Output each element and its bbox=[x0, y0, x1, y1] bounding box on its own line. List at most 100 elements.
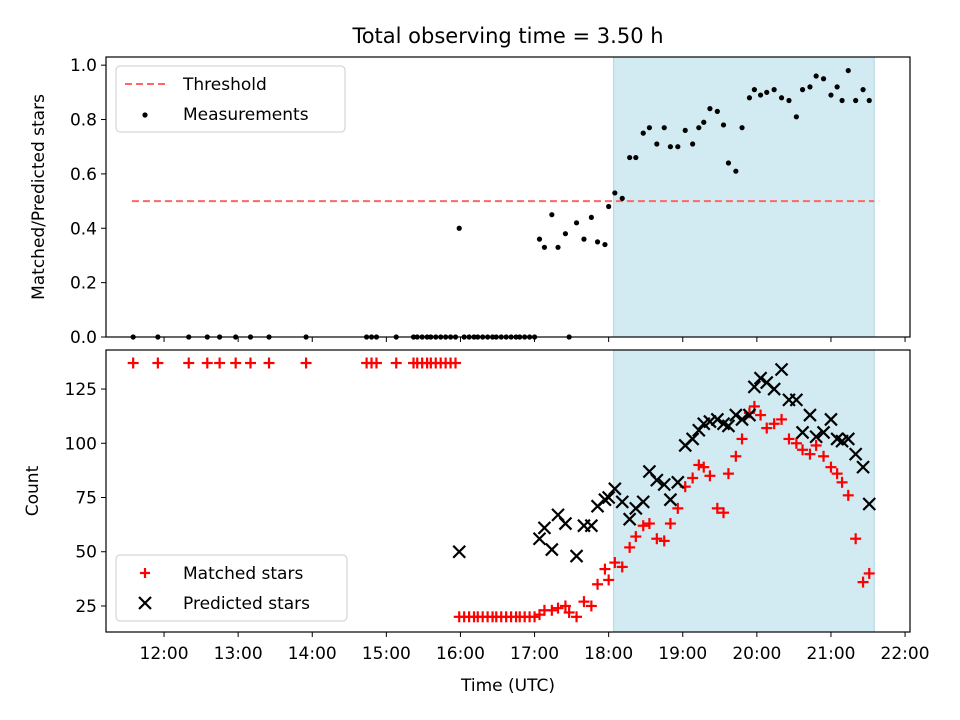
predicted-star-point bbox=[753, 371, 768, 385]
bottom-xlabel: Time (UTC) bbox=[460, 676, 555, 696]
measurement-point bbox=[682, 127, 688, 133]
measurement-point bbox=[646, 125, 653, 131]
measurement-point bbox=[612, 190, 618, 196]
predicted-star-point bbox=[685, 432, 700, 446]
measurements-legend-label: Measurements bbox=[183, 105, 309, 125]
matched-legend-label: Matched stars bbox=[183, 564, 303, 584]
figure-title: Total observing time = 3.50 h bbox=[351, 24, 663, 48]
top-ytick-label: 1.0 bbox=[70, 56, 97, 76]
measurement-point bbox=[799, 87, 806, 93]
bottom-ytick-label: 125 bbox=[65, 380, 97, 400]
predicted-star-point bbox=[650, 473, 664, 487]
measurement-point bbox=[764, 89, 770, 95]
bottom-legend-box bbox=[115, 554, 348, 622]
matched-star-point bbox=[842, 489, 854, 501]
matched-star-point bbox=[643, 518, 655, 530]
bottom-panel: 25 50 75 100 125 12:00 13:00 14:00 15:00 16:00 17:… bbox=[23, 349, 930, 696]
measurement-point bbox=[619, 195, 625, 201]
matched-star-point bbox=[698, 461, 710, 473]
matched-star-point bbox=[687, 472, 699, 484]
measurement-point bbox=[701, 119, 707, 125]
predicted-star-point bbox=[747, 380, 762, 394]
matched-star-point bbox=[863, 567, 875, 579]
measurement-point bbox=[733, 168, 739, 174]
matched-star-point bbox=[810, 439, 822, 451]
measurement-point bbox=[536, 236, 543, 242]
matched-star-point bbox=[214, 357, 226, 369]
matched-star-point bbox=[183, 357, 195, 369]
matched-star-point bbox=[768, 418, 780, 430]
predicted-star-point bbox=[601, 490, 616, 505]
bottom-ylabel: Count bbox=[23, 465, 43, 516]
measurement-point bbox=[581, 236, 587, 242]
predicted-star-point bbox=[848, 447, 863, 461]
measurement-point bbox=[820, 76, 827, 82]
matched-star-point bbox=[755, 409, 767, 421]
predicted-star-point bbox=[742, 408, 757, 422]
measurement-point bbox=[541, 244, 548, 250]
predicted-star-point bbox=[558, 516, 573, 531]
threshold-legend-label: Threshold bbox=[182, 75, 267, 95]
predicted-star-point bbox=[663, 492, 678, 507]
bottom-xtick-label: 19:00 bbox=[658, 644, 707, 664]
measurement-point bbox=[549, 212, 555, 218]
matched-star-point bbox=[730, 450, 742, 462]
measurement-point bbox=[573, 220, 580, 226]
measurement-point bbox=[839, 97, 845, 104]
predicted-legend-swatch bbox=[138, 596, 152, 610]
top-legend: Threshold Measurements bbox=[115, 65, 346, 133]
measurement-point bbox=[853, 97, 859, 104]
bottom-xtick-label: 16:00 bbox=[436, 644, 485, 664]
matched-star-point bbox=[736, 433, 748, 445]
measurement-point bbox=[720, 122, 727, 128]
measurement-point bbox=[834, 84, 840, 90]
matched-star-point bbox=[585, 600, 597, 612]
measurement-point bbox=[707, 106, 713, 112]
matched-star-point bbox=[616, 561, 628, 573]
matched-star-point bbox=[599, 563, 611, 575]
measurement-point bbox=[588, 214, 594, 220]
top-ytick-label: 0.0 bbox=[70, 328, 97, 348]
measurement-point bbox=[555, 244, 561, 250]
matched-star-point bbox=[609, 557, 621, 569]
matched-star-point bbox=[450, 357, 462, 369]
matched-star-point bbox=[651, 533, 663, 545]
predicted-star-point bbox=[622, 512, 637, 526]
predicted-star-point bbox=[584, 518, 599, 533]
matched-star-point bbox=[711, 502, 723, 514]
predicted-star-point bbox=[841, 432, 856, 446]
predicted-star-point bbox=[615, 495, 630, 509]
measurement-point bbox=[562, 231, 569, 237]
bottom-xtick-label: 18:00 bbox=[584, 644, 633, 664]
bottom-ytick-label: 50 bbox=[75, 543, 97, 563]
matched-star-point bbox=[390, 357, 402, 369]
predicted-star-point bbox=[735, 412, 749, 427]
predicted-star-point bbox=[795, 425, 810, 440]
measurement-point bbox=[667, 144, 674, 150]
predicted-star-point bbox=[671, 475, 685, 490]
measurement-point bbox=[860, 87, 866, 93]
matched-star-point bbox=[783, 433, 795, 445]
predicted-star-point bbox=[767, 382, 781, 396]
matched-star-point bbox=[571, 611, 583, 623]
predicted-star-point bbox=[710, 412, 725, 427]
bottom-xtick-label: 15:00 bbox=[362, 644, 411, 664]
predicted-star-point bbox=[803, 408, 817, 422]
measurement-point bbox=[778, 95, 785, 101]
measurement-point bbox=[746, 95, 753, 101]
top-legend-box bbox=[115, 65, 346, 133]
measurement-point bbox=[640, 130, 646, 136]
matched-star-point bbox=[578, 596, 590, 608]
measurement-point bbox=[866, 97, 872, 104]
measurement-point bbox=[751, 87, 757, 93]
predicted-star-point bbox=[452, 544, 466, 559]
matched-star-point bbox=[664, 518, 676, 530]
measurement-point bbox=[456, 225, 462, 231]
matched-star-point bbox=[704, 470, 716, 482]
measurement-point bbox=[725, 160, 732, 166]
matched-star-point bbox=[244, 357, 256, 369]
matched-star-point bbox=[152, 357, 164, 369]
matched-star-point bbox=[127, 357, 139, 369]
predicted-legend-label: Predicted stars bbox=[183, 594, 310, 614]
